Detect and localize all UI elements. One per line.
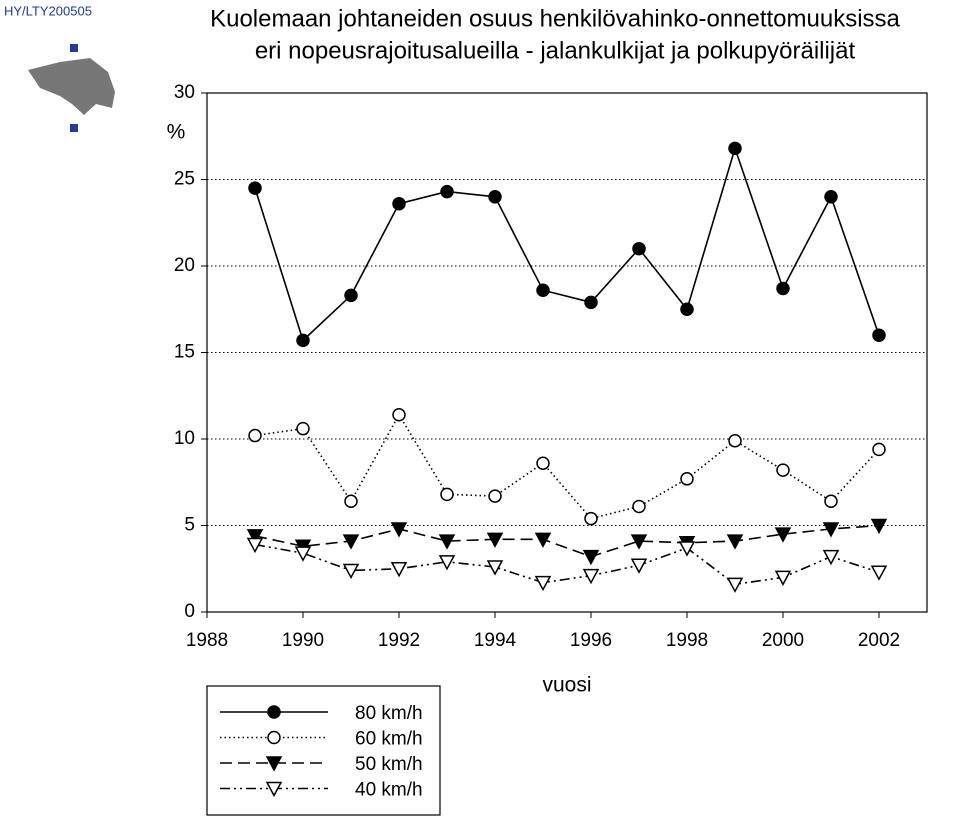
point bbox=[824, 190, 838, 204]
point bbox=[632, 241, 646, 256]
legend-marker bbox=[267, 705, 281, 719]
point bbox=[582, 549, 600, 566]
series-line bbox=[254, 543, 880, 586]
point bbox=[822, 522, 840, 538]
x-tick-label: 1994 bbox=[474, 630, 517, 651]
y-tick-label: 0 bbox=[184, 601, 195, 622]
point bbox=[632, 499, 646, 514]
point bbox=[486, 560, 504, 576]
point bbox=[584, 511, 598, 526]
legend-marker bbox=[267, 730, 281, 745]
point bbox=[246, 537, 264, 554]
y-tick-label: 5 bbox=[184, 515, 195, 536]
legend-box bbox=[206, 685, 441, 816]
plot-frame bbox=[206, 92, 928, 613]
point bbox=[728, 433, 742, 448]
x-tick-label: 1998 bbox=[666, 630, 708, 651]
y-tick-label: 30 bbox=[174, 82, 195, 103]
point bbox=[342, 563, 360, 580]
point bbox=[488, 190, 502, 204]
point bbox=[872, 328, 886, 342]
legend-marker bbox=[265, 781, 283, 798]
point bbox=[392, 408, 406, 422]
x-tick-label: 2002 bbox=[858, 630, 900, 651]
chart-title: eri nopeusrajoitusalueilla - jalankulkij… bbox=[255, 37, 856, 64]
x-axis-label: vuosi bbox=[542, 674, 591, 697]
point bbox=[438, 534, 456, 550]
point bbox=[296, 333, 310, 348]
point bbox=[486, 532, 504, 548]
point bbox=[440, 487, 454, 502]
point bbox=[678, 541, 696, 557]
legend-label: 60 km/h bbox=[355, 729, 423, 750]
point bbox=[680, 302, 694, 316]
point bbox=[726, 534, 744, 550]
point bbox=[630, 558, 648, 574]
point bbox=[822, 549, 840, 566]
chart-title: Kuolemaan johtaneiden osuus henkilövahin… bbox=[210, 5, 900, 32]
point bbox=[344, 288, 358, 303]
point bbox=[536, 283, 550, 297]
point bbox=[870, 518, 888, 535]
logo bbox=[28, 44, 115, 132]
x-tick-label: 1988 bbox=[186, 630, 228, 651]
point bbox=[534, 532, 552, 548]
x-tick-label: 2000 bbox=[762, 630, 804, 651]
point bbox=[246, 529, 264, 545]
point bbox=[582, 568, 600, 585]
series-line bbox=[254, 524, 880, 558]
point bbox=[630, 534, 648, 550]
point bbox=[776, 281, 790, 296]
point bbox=[872, 442, 886, 457]
point bbox=[776, 463, 790, 477]
y-axis-label: % bbox=[167, 121, 186, 144]
x-tick-label: 1990 bbox=[282, 630, 324, 651]
point bbox=[438, 555, 456, 571]
point bbox=[294, 546, 312, 562]
point bbox=[726, 577, 744, 593]
point bbox=[488, 489, 502, 503]
legend-marker bbox=[265, 756, 283, 772]
point bbox=[392, 196, 406, 211]
y-tick-label: 25 bbox=[174, 169, 195, 190]
point bbox=[680, 472, 694, 486]
point bbox=[584, 295, 598, 310]
point bbox=[774, 527, 792, 543]
point bbox=[248, 181, 262, 195]
legend-label: 40 km/h bbox=[355, 780, 423, 801]
point bbox=[536, 456, 550, 470]
point bbox=[342, 534, 360, 550]
point bbox=[824, 494, 838, 509]
x-tick-label: 1996 bbox=[570, 630, 612, 651]
legend-label: 50 km/h bbox=[355, 754, 423, 775]
point bbox=[296, 421, 310, 436]
point bbox=[870, 565, 888, 581]
series-line bbox=[254, 413, 880, 520]
tag: HY/LTY200505 bbox=[4, 3, 92, 18]
point bbox=[344, 494, 358, 509]
series-line bbox=[254, 145, 880, 342]
x-tick-label: 1992 bbox=[378, 630, 420, 651]
point bbox=[440, 184, 454, 199]
point bbox=[390, 522, 408, 538]
legend-label: 80 km/h bbox=[355, 703, 423, 724]
y-tick-label: 20 bbox=[174, 255, 195, 276]
point bbox=[248, 428, 262, 443]
point bbox=[390, 562, 408, 578]
y-tick-label: 10 bbox=[174, 428, 195, 449]
point bbox=[774, 570, 792, 586]
y-tick-label: 15 bbox=[174, 342, 195, 363]
point bbox=[534, 575, 552, 592]
point bbox=[728, 141, 742, 156]
